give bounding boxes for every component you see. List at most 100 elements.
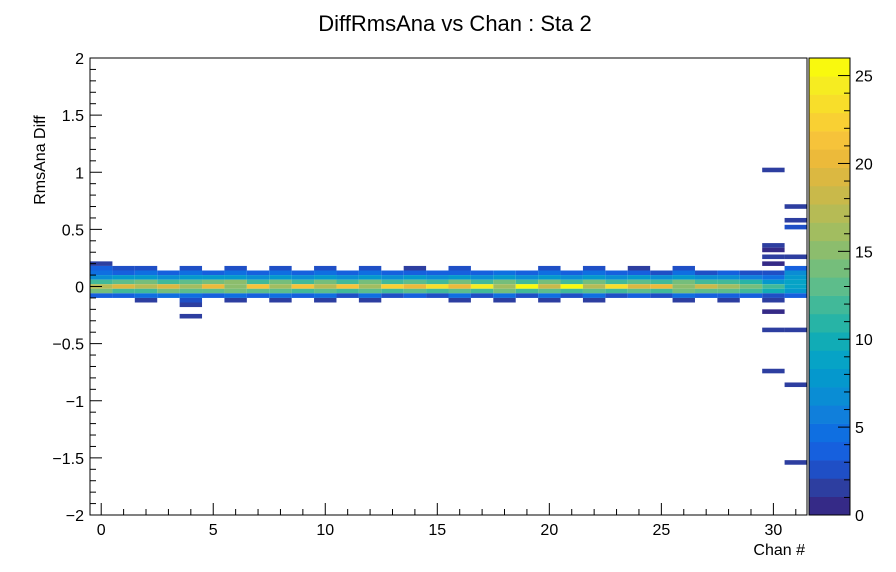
- heatmap-cell: [90, 265, 113, 271]
- heatmap-cell: [448, 284, 471, 289]
- heatmap-cell: [336, 270, 359, 276]
- heatmap-cell: [762, 309, 785, 314]
- heatmap-cell: [694, 275, 718, 280]
- heatmap-cell: [179, 293, 203, 298]
- heatmap-cell: [448, 279, 471, 285]
- heatmap-cell: [112, 265, 135, 271]
- heatmap-cell: [739, 284, 763, 289]
- heatmap-cell: [90, 275, 113, 280]
- heatmap-cell: [762, 243, 785, 248]
- heatmap-cell: [605, 284, 628, 289]
- heatmap-cell: [538, 265, 561, 271]
- heatmap-cell: [381, 284, 404, 289]
- heatmap-cell: [358, 293, 382, 298]
- heatmap-cell: [627, 265, 651, 271]
- heatmap-cell: [672, 288, 695, 294]
- heatmap-cell: [762, 261, 785, 266]
- heatmap-cell: [179, 275, 203, 280]
- heatmap-cell: [202, 279, 225, 285]
- heatmap-cell: [202, 270, 225, 276]
- heatmap-cell: [381, 293, 404, 298]
- heatmap-cell: [515, 288, 539, 294]
- heatmap-cell: [538, 297, 561, 303]
- heatmap-cell: [650, 275, 673, 280]
- heatmap-cell: [426, 270, 449, 276]
- heatmap-cell: [112, 288, 135, 294]
- heatmap-cell: [314, 297, 337, 303]
- x-tick-label: 20: [540, 522, 558, 539]
- heatmap-cell: [381, 270, 404, 276]
- color-scale-step: [809, 204, 850, 223]
- heatmap-cell: [314, 265, 337, 271]
- heatmap-cell: [134, 275, 158, 280]
- heatmap-cell: [224, 284, 247, 289]
- color-scale-step: [809, 368, 850, 388]
- color-scale-step: [809, 441, 850, 461]
- heatmap-cell: [224, 288, 247, 294]
- heatmap-cell: [582, 293, 606, 298]
- heatmap-cell: [202, 288, 225, 294]
- heatmap-cell: [269, 265, 292, 271]
- heatmap-cell: [605, 293, 628, 298]
- heatmap-cell: [694, 288, 718, 294]
- heatmap-cell: [112, 275, 135, 280]
- heatmap-cell: [784, 204, 807, 209]
- heatmap-cell: [179, 270, 203, 276]
- heatmap-cell: [179, 288, 203, 294]
- heatmap-cell: [784, 265, 807, 271]
- color-scale-step: [809, 387, 850, 406]
- heatmap-cell: [134, 279, 158, 285]
- heatmap-cell: [403, 288, 427, 294]
- heatmap-cell: [291, 270, 315, 276]
- heatmap-cell: [470, 288, 494, 294]
- heatmap-cell: [157, 279, 180, 285]
- heatmap-cell: [470, 275, 494, 280]
- heatmap-cell: [717, 284, 740, 289]
- heatmap-cell: [784, 327, 807, 333]
- heatmap-cell: [157, 284, 180, 289]
- heatmap-cell: [784, 279, 807, 285]
- heatmap-cell: [605, 279, 628, 285]
- heatmap-cell: [582, 288, 606, 294]
- heatmap-cell: [515, 270, 539, 276]
- heatmap-cell: [762, 279, 785, 285]
- heatmap-cell: [582, 275, 606, 280]
- heatmap-cell: [224, 293, 247, 298]
- heatmap-cell: [426, 293, 449, 298]
- color-scale-step: [809, 350, 850, 370]
- heatmap-cell: [224, 275, 247, 280]
- color-scale-step: [809, 185, 850, 205]
- heatmap-cell: [314, 284, 337, 289]
- color-scale-step: [809, 222, 850, 242]
- heatmap-cell: [650, 279, 673, 285]
- color-scale-step: [809, 259, 850, 278]
- heatmap-cell: [784, 270, 807, 276]
- heatmap-cell: [694, 270, 718, 276]
- heatmap-cell: [246, 275, 270, 280]
- heatmap-cell: [493, 279, 516, 285]
- heatmap-cell: [717, 293, 740, 298]
- heatmap-cell: [157, 293, 180, 298]
- color-tick-label: 25: [855, 69, 873, 86]
- heatmap-cell: [112, 284, 135, 289]
- heatmap-cell: [448, 275, 471, 280]
- heatmap-cell: [627, 288, 651, 294]
- heatmap-cell: [493, 284, 516, 289]
- heatmap-cell: [134, 293, 158, 298]
- color-tick-label: 15: [855, 244, 873, 261]
- heatmap-cell: [426, 284, 449, 289]
- heatmap-cell: [224, 297, 247, 303]
- heatmap-cell: [336, 279, 359, 285]
- heatmap-cell: [157, 288, 180, 294]
- heatmap-cell: [90, 261, 113, 266]
- heatmap-cell: [672, 279, 695, 285]
- color-tick-label: 10: [855, 332, 873, 349]
- color-scale-step: [809, 496, 850, 516]
- heatmap-cell: [627, 275, 651, 280]
- heatmap-cell: [224, 279, 247, 285]
- color-tick-label: 0: [855, 508, 864, 525]
- heatmap-cell: [762, 247, 785, 253]
- color-tick-label: 5: [855, 420, 864, 437]
- heatmap-cell: [515, 293, 539, 298]
- heatmap-cell: [134, 288, 158, 294]
